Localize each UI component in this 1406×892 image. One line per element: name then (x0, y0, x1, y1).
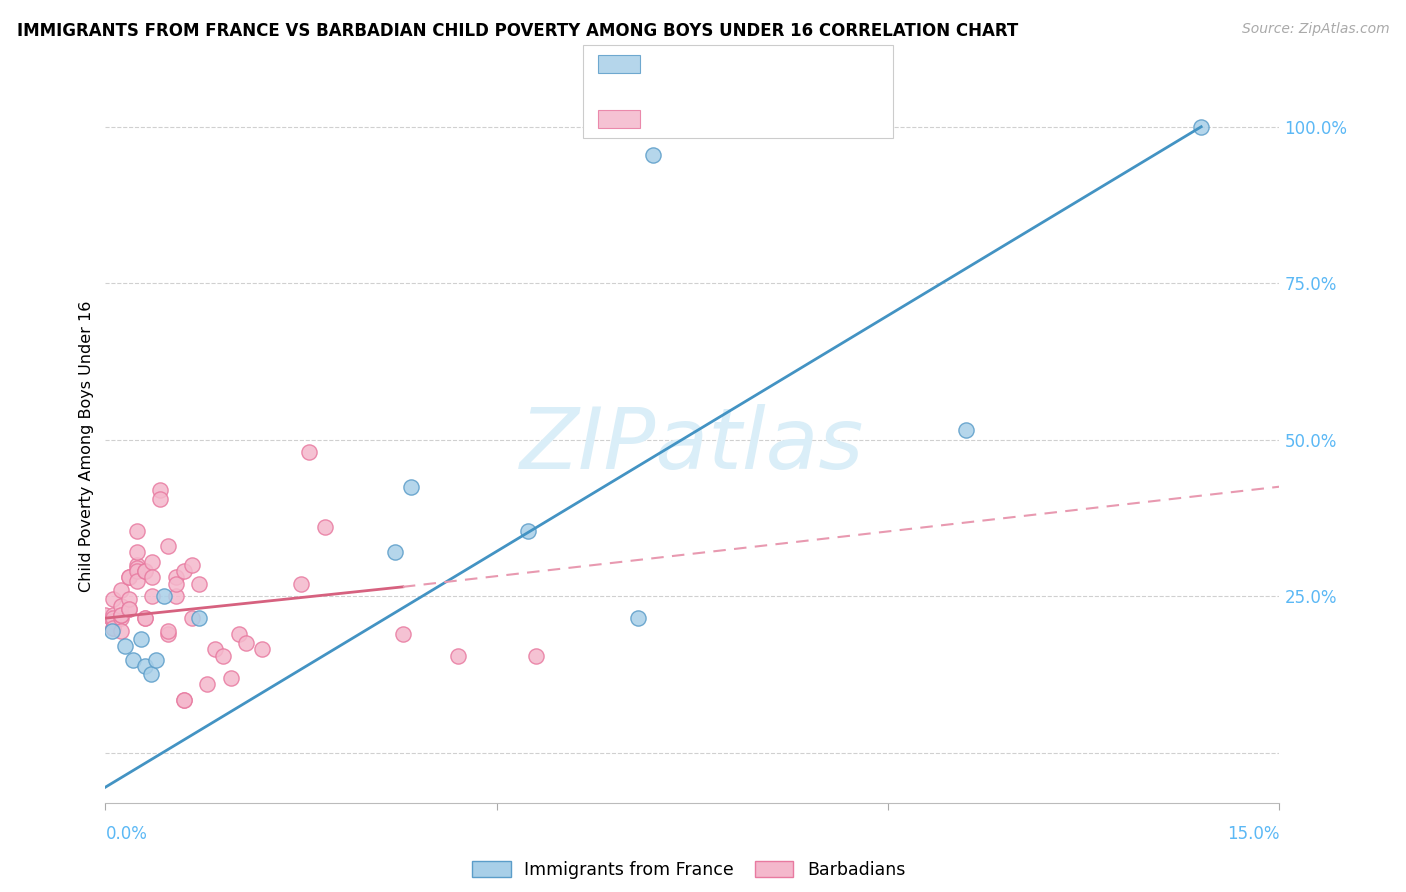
Point (195, 677, 218, 691)
Point (134, 611, 156, 625)
Point (103, 592, 125, 607)
Point (235, 636, 257, 650)
Text: ZIPatlas: ZIPatlas (520, 404, 865, 488)
Y-axis label: Child Poverty Among Boys Under 16: Child Poverty Among Boys Under 16 (79, 301, 94, 591)
Point (219, 671, 242, 685)
Point (524, 648, 547, 663)
Point (94, 607, 117, 622)
Point (110, 599, 132, 613)
Point (165, 589, 187, 603)
Point (153, 589, 176, 603)
Point (211, 648, 233, 663)
Point (125, 561, 148, 575)
Point (103, 611, 125, 625)
Point (384, 545, 406, 559)
Point (173, 564, 195, 578)
Point (446, 648, 468, 663)
Text: 16: 16 (785, 57, 807, 71)
Point (157, 627, 180, 641)
Point (121, 653, 143, 667)
Point (110, 611, 132, 625)
Point (103, 614, 125, 628)
Point (173, 692, 195, 706)
Point (165, 576, 187, 591)
Point (118, 592, 141, 607)
Point (643, 148, 665, 162)
Point (125, 558, 148, 572)
Point (114, 640, 136, 654)
Point (149, 492, 172, 507)
Point (118, 570, 141, 584)
Text: 58: 58 (785, 112, 807, 126)
Point (103, 621, 125, 635)
Point (129, 632, 152, 646)
Point (134, 564, 156, 578)
Text: 0.125: 0.125 (686, 112, 737, 126)
Point (125, 564, 148, 578)
Point (118, 601, 141, 615)
Point (118, 570, 141, 584)
Point (139, 667, 162, 681)
Point (118, 601, 141, 615)
Point (188, 576, 211, 591)
Point (298, 445, 321, 459)
Point (228, 627, 250, 641)
Point (103, 607, 125, 622)
Point (100, 624, 122, 638)
Point (290, 576, 312, 591)
Point (955, 423, 977, 437)
Point (165, 570, 187, 584)
Text: R =: R = (654, 112, 689, 126)
Text: R =: R = (654, 57, 689, 71)
Point (110, 624, 132, 638)
Text: N =: N = (752, 57, 789, 71)
Point (110, 582, 132, 597)
Point (392, 627, 415, 641)
Point (250, 642, 273, 657)
Point (134, 659, 156, 673)
Point (103, 621, 125, 635)
Point (125, 524, 148, 538)
Point (173, 692, 195, 706)
Text: 15.0%: 15.0% (1227, 825, 1279, 843)
Text: N =: N = (752, 112, 789, 126)
Point (125, 545, 148, 559)
Point (180, 611, 202, 625)
Point (110, 607, 132, 622)
Point (134, 611, 156, 625)
Point (627, 611, 650, 625)
Point (110, 607, 132, 622)
Point (399, 480, 422, 494)
Point (141, 570, 163, 584)
Point (141, 589, 163, 603)
Point (157, 539, 180, 553)
Point (149, 483, 172, 497)
Point (134, 564, 156, 578)
Point (141, 555, 163, 569)
Legend: Immigrants from France, Barbadians: Immigrants from France, Barbadians (472, 861, 905, 879)
Point (204, 642, 226, 657)
Text: 0.758: 0.758 (686, 57, 737, 71)
Point (188, 611, 211, 625)
Text: Source: ZipAtlas.com: Source: ZipAtlas.com (1241, 22, 1389, 37)
Point (157, 624, 180, 638)
Text: 0.0%: 0.0% (105, 825, 148, 843)
Point (314, 520, 336, 534)
Point (1189, 120, 1212, 134)
Point (180, 558, 202, 572)
Point (125, 574, 148, 588)
Text: IMMIGRANTS FROM FRANCE VS BARBADIAN CHILD POVERTY AMONG BOYS UNDER 16 CORRELATIO: IMMIGRANTS FROM FRANCE VS BARBADIAN CHIL… (17, 22, 1018, 40)
Point (517, 524, 540, 538)
Point (145, 653, 167, 667)
